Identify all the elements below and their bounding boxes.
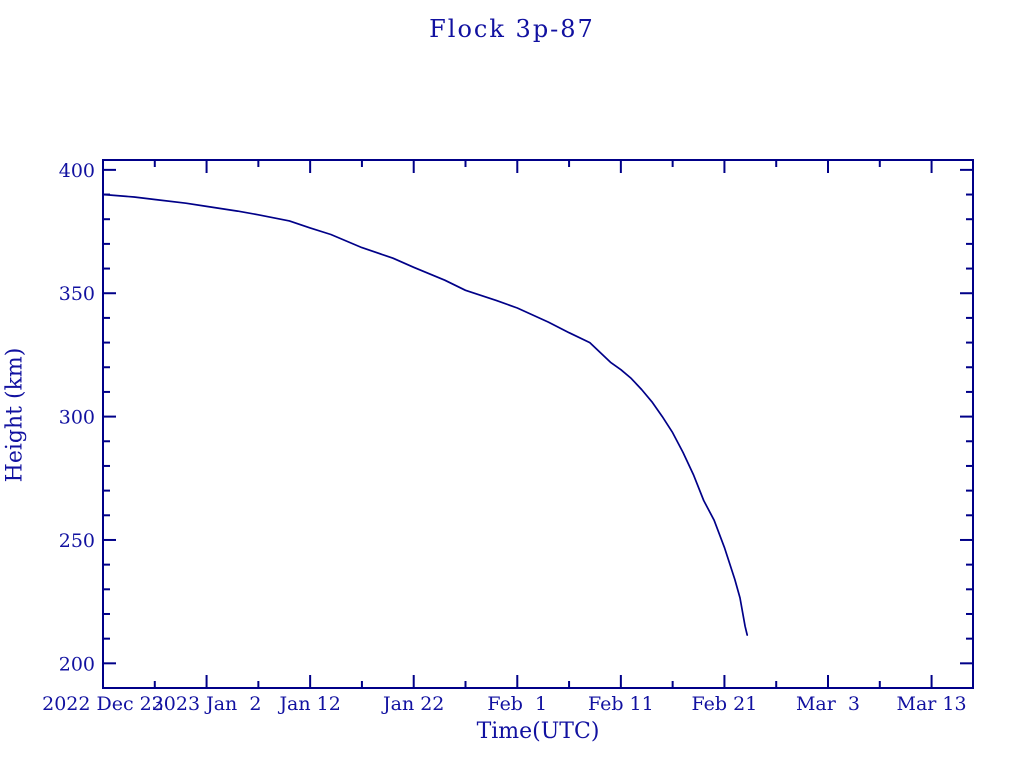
x-axis-label: Time(UTC) [476,719,600,744]
x-tick-label: Jan 22 [381,693,444,715]
y-tick-label: 250 [59,530,95,552]
x-tick-label: 2022 Dec 23 [42,693,164,715]
y-tick-label: 350 [59,283,95,305]
x-tick-label: Jan 12 [277,693,340,715]
x-tick-label: Feb 21 [692,693,758,715]
x-tick-label: Feb 1 [487,693,547,715]
x-tick-label: 2023 Jan 2 [152,693,262,715]
plot-frame [102,159,974,689]
x-tick-label: Mar 13 [897,693,967,715]
y-tick-label: 400 [59,160,95,182]
height-curve [102,193,749,636]
y-tick-label: 300 [59,407,95,429]
x-tick-label: Mar 3 [796,693,860,715]
chart-title: Flock 3p-87 [429,15,595,43]
y-axis-label: Height (km) [2,347,28,483]
x-tick-label: Feb 11 [588,693,654,715]
y-tick-label: 200 [59,653,95,675]
